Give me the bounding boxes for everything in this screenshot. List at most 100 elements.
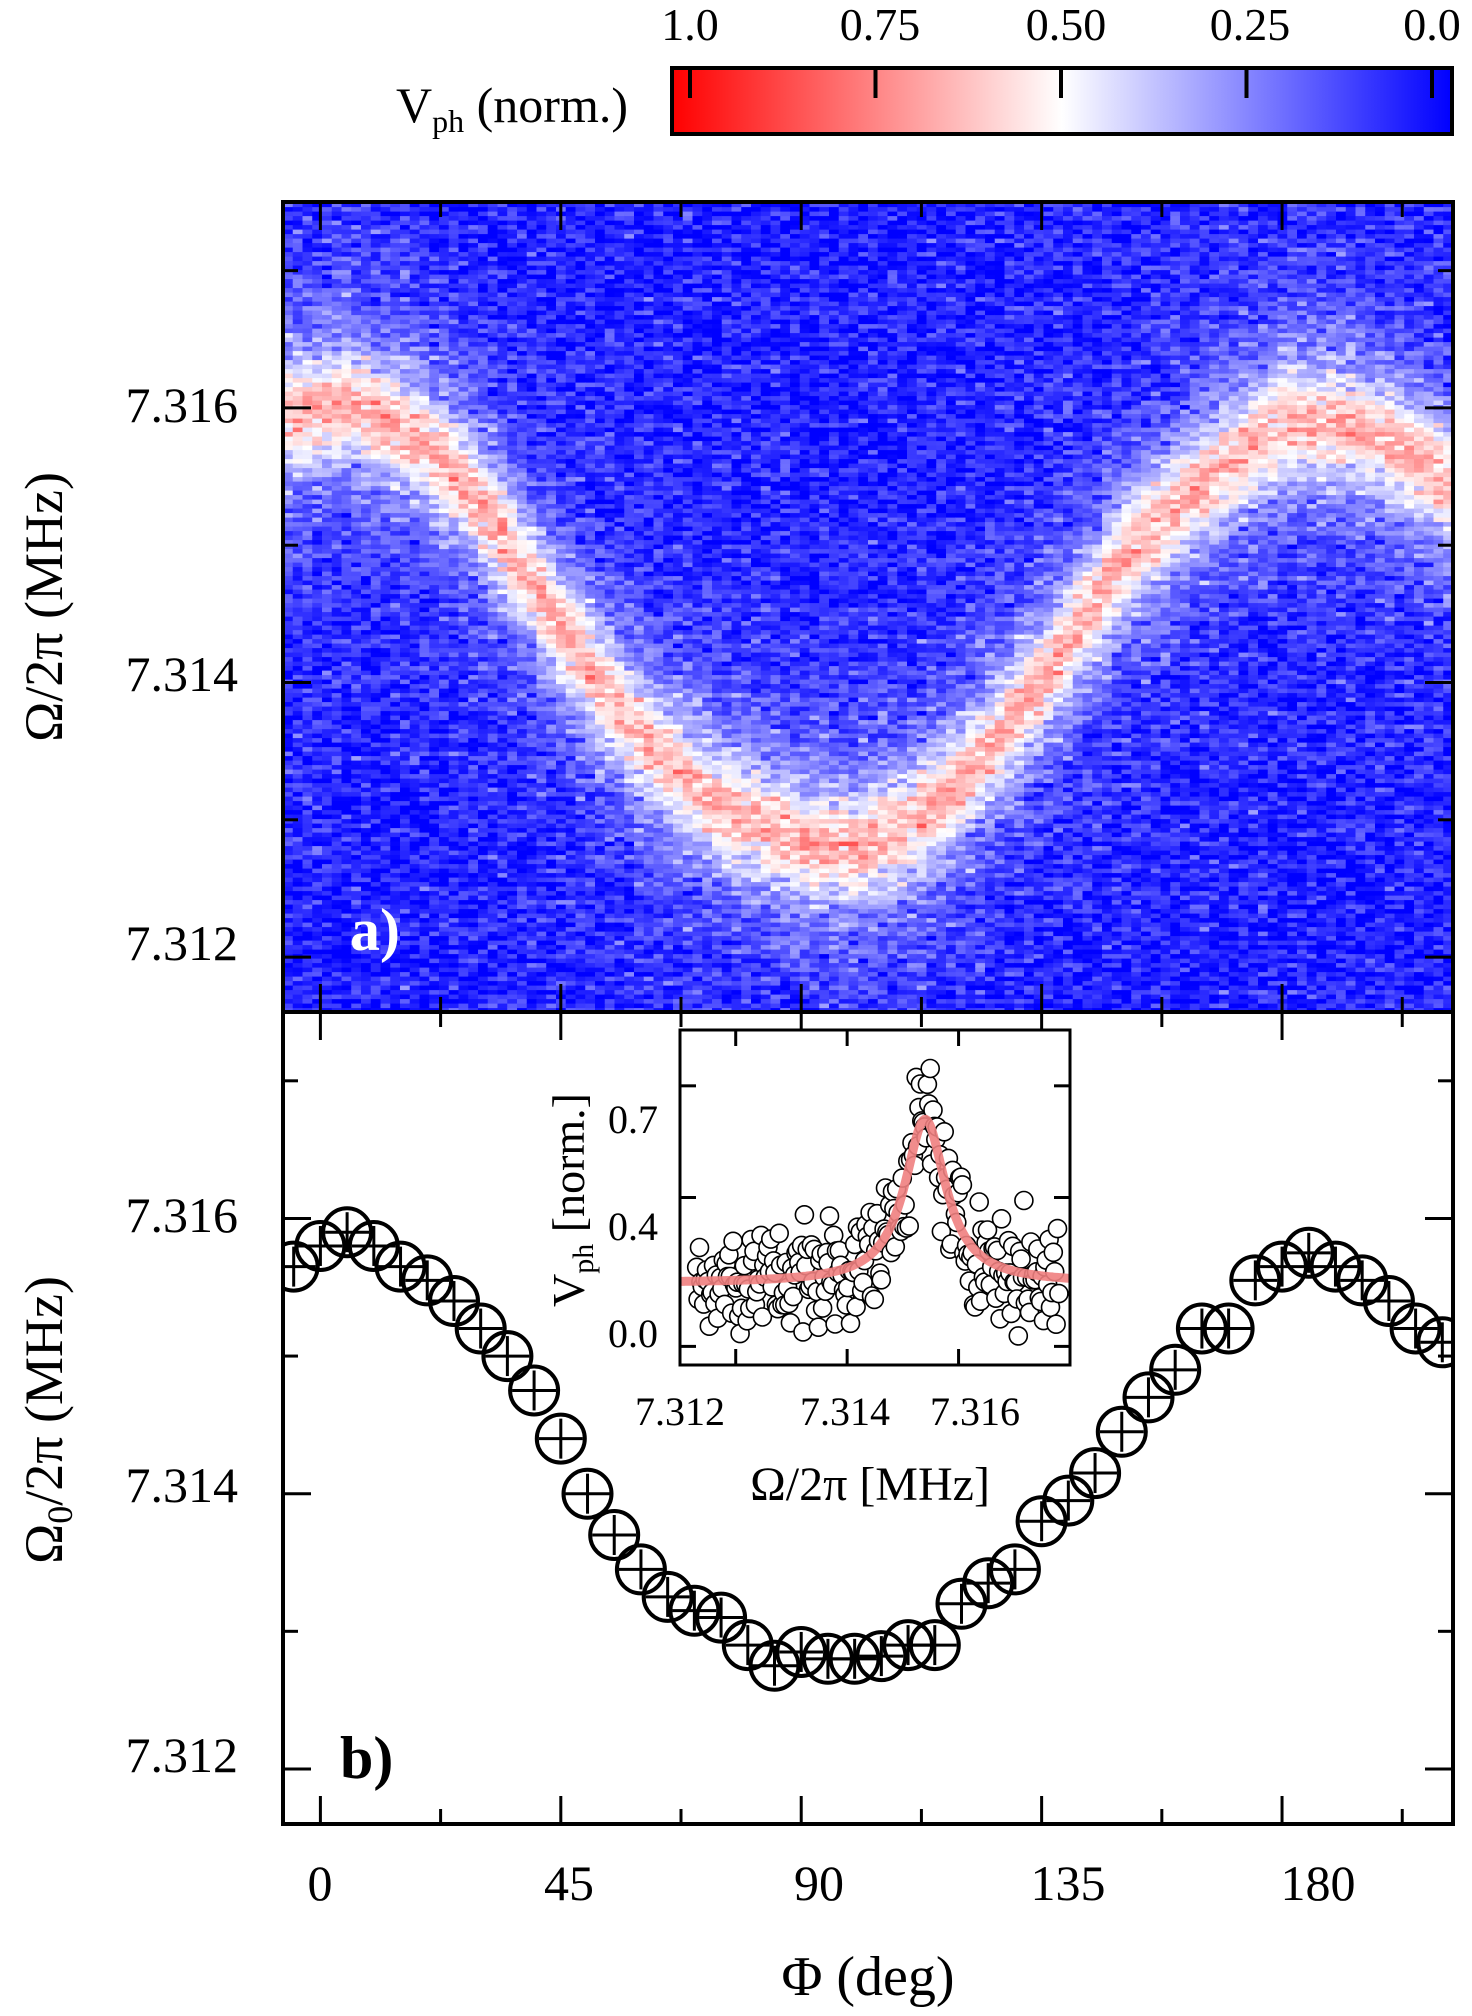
heatmap-cell bbox=[371, 603, 381, 608]
heatmap-cell bbox=[342, 801, 352, 806]
heatmap-cell bbox=[429, 999, 439, 1004]
heatmap-cell bbox=[381, 994, 391, 999]
heatmap-cell bbox=[400, 670, 410, 675]
heatmap-cell bbox=[332, 751, 342, 756]
heatmap-cell bbox=[400, 711, 410, 716]
heatmap-cell bbox=[439, 882, 449, 887]
heatmap-cell bbox=[498, 805, 508, 810]
heatmap-cell bbox=[537, 711, 547, 716]
heatmap-cell bbox=[342, 477, 352, 482]
heatmap-cell bbox=[361, 1003, 371, 1008]
heatmap-cell bbox=[439, 432, 449, 437]
heatmap-cell bbox=[303, 333, 313, 338]
heatmap-cell bbox=[449, 265, 459, 270]
heatmap-cell bbox=[507, 976, 517, 981]
heatmap-cell bbox=[478, 823, 488, 828]
heatmap-cell bbox=[400, 742, 410, 747]
heatmap-cell bbox=[459, 967, 469, 972]
heatmap-cell bbox=[351, 702, 361, 707]
heatmap-cell bbox=[381, 580, 391, 585]
heatmap-cell bbox=[322, 454, 332, 459]
heatmap-cell bbox=[507, 859, 517, 864]
heatmap-cell bbox=[429, 661, 439, 666]
heatmap-cell bbox=[420, 364, 430, 369]
heatmap-cell bbox=[449, 220, 459, 225]
heatmap-cell bbox=[361, 796, 371, 801]
heatmap-cell bbox=[322, 765, 332, 770]
heatmap-cell bbox=[507, 279, 517, 284]
heatmap-cell bbox=[303, 999, 313, 1004]
heatmap-cell bbox=[420, 553, 430, 558]
heatmap-cell bbox=[507, 252, 517, 257]
heatmap-cell bbox=[390, 382, 400, 387]
heatmap-cell bbox=[459, 954, 469, 959]
heatmap-cell bbox=[517, 999, 527, 1004]
heatmap-cell bbox=[400, 900, 410, 905]
heatmap-cell bbox=[439, 913, 449, 918]
heatmap-cell bbox=[351, 832, 361, 837]
heatmap-cell bbox=[400, 666, 410, 671]
heatmap-cell bbox=[537, 522, 547, 527]
heatmap-cell bbox=[439, 661, 449, 666]
heatmap-cell bbox=[322, 715, 332, 720]
heatmap-cell bbox=[459, 999, 469, 1004]
heatmap-cell bbox=[546, 472, 556, 477]
heatmap-cell bbox=[527, 252, 537, 257]
heatmap-cell bbox=[293, 522, 303, 527]
heatmap-cell bbox=[517, 859, 527, 864]
heatmap-cell bbox=[468, 594, 478, 599]
heatmap-cell bbox=[498, 346, 508, 351]
heatmap-cell bbox=[420, 252, 430, 257]
heatmap-cell bbox=[293, 243, 303, 248]
heatmap-cell bbox=[342, 396, 352, 401]
heatmap-cell bbox=[361, 666, 371, 671]
heatmap-cell bbox=[293, 670, 303, 675]
heatmap-cell bbox=[361, 742, 371, 747]
heatmap-cell bbox=[420, 337, 430, 342]
heatmap-cell bbox=[488, 238, 498, 243]
heatmap-cell bbox=[312, 760, 322, 765]
heatmap-cell bbox=[498, 976, 508, 981]
heatmap-cell bbox=[381, 990, 391, 995]
heatmap-cell bbox=[351, 598, 361, 603]
heatmap-cell bbox=[449, 999, 459, 1004]
heatmap-cell bbox=[322, 963, 332, 968]
heatmap-cell bbox=[478, 243, 488, 248]
heatmap-cell bbox=[351, 450, 361, 455]
heatmap-cell bbox=[527, 292, 537, 297]
heatmap-cell bbox=[478, 846, 488, 851]
heatmap-cell bbox=[439, 855, 449, 860]
heatmap-cell bbox=[478, 621, 488, 626]
heatmap-cell bbox=[332, 274, 342, 279]
heatmap-cell bbox=[498, 697, 508, 702]
heatmap-cell bbox=[322, 985, 332, 990]
heatmap-cell bbox=[459, 720, 469, 725]
heatmap-cell bbox=[381, 814, 391, 819]
heatmap-cell bbox=[293, 967, 303, 972]
heatmap-cell bbox=[332, 540, 342, 545]
heatmap-cell bbox=[459, 927, 469, 932]
heatmap-cell bbox=[420, 922, 430, 927]
heatmap-cell bbox=[468, 702, 478, 707]
heatmap-cell bbox=[390, 882, 400, 887]
heatmap-cell bbox=[488, 499, 498, 504]
heatmap-cell bbox=[361, 445, 371, 450]
heatmap-cell bbox=[498, 373, 508, 378]
heatmap-cell bbox=[312, 270, 322, 275]
heatmap-cell bbox=[293, 688, 303, 693]
heatmap-cell bbox=[410, 720, 420, 725]
heatmap-cell bbox=[312, 864, 322, 869]
heatmap-cell bbox=[303, 765, 313, 770]
heatmap-cell bbox=[342, 558, 352, 563]
heatmap-cell bbox=[332, 855, 342, 860]
heatmap-cell bbox=[351, 229, 361, 234]
heatmap-cell bbox=[400, 936, 410, 941]
heatmap-cell bbox=[459, 567, 469, 572]
heatmap-cell bbox=[498, 882, 508, 887]
heatmap-cell bbox=[449, 306, 459, 311]
heatmap-cell bbox=[537, 490, 547, 495]
heatmap-cell bbox=[468, 450, 478, 455]
heatmap-cell bbox=[322, 661, 332, 666]
heatmap-cell bbox=[546, 585, 556, 590]
heatmap-cell bbox=[332, 895, 342, 900]
